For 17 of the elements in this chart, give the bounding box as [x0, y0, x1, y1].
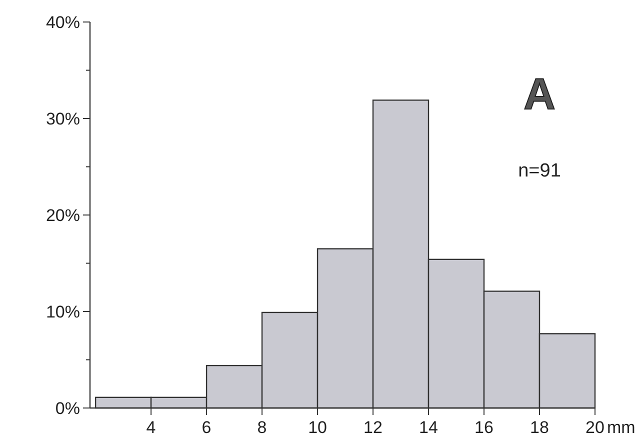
x-tick-label: 6	[202, 418, 212, 437]
x-axis-title: mm	[607, 418, 636, 437]
y-tick-label: 30%	[46, 109, 80, 128]
y-tick-label: 10%	[46, 302, 80, 322]
x-tick-label: 10	[308, 418, 327, 437]
x-tick-label: 4	[146, 418, 156, 437]
x-tick-label: 20	[586, 418, 604, 437]
y-tick-label: 20%	[46, 206, 80, 225]
x-tick-label: 14	[419, 418, 438, 437]
annotation: n=91	[518, 160, 561, 182]
y-tick-label: 0%	[55, 398, 80, 418]
x-tick-label: 16	[474, 418, 494, 437]
x-tick-label: 12	[364, 418, 382, 437]
x-tick-label: 8	[257, 418, 267, 437]
annotation: A	[524, 70, 556, 119]
x-tick-label: 18	[530, 418, 549, 437]
y-tick-label: 40%	[46, 12, 80, 32]
